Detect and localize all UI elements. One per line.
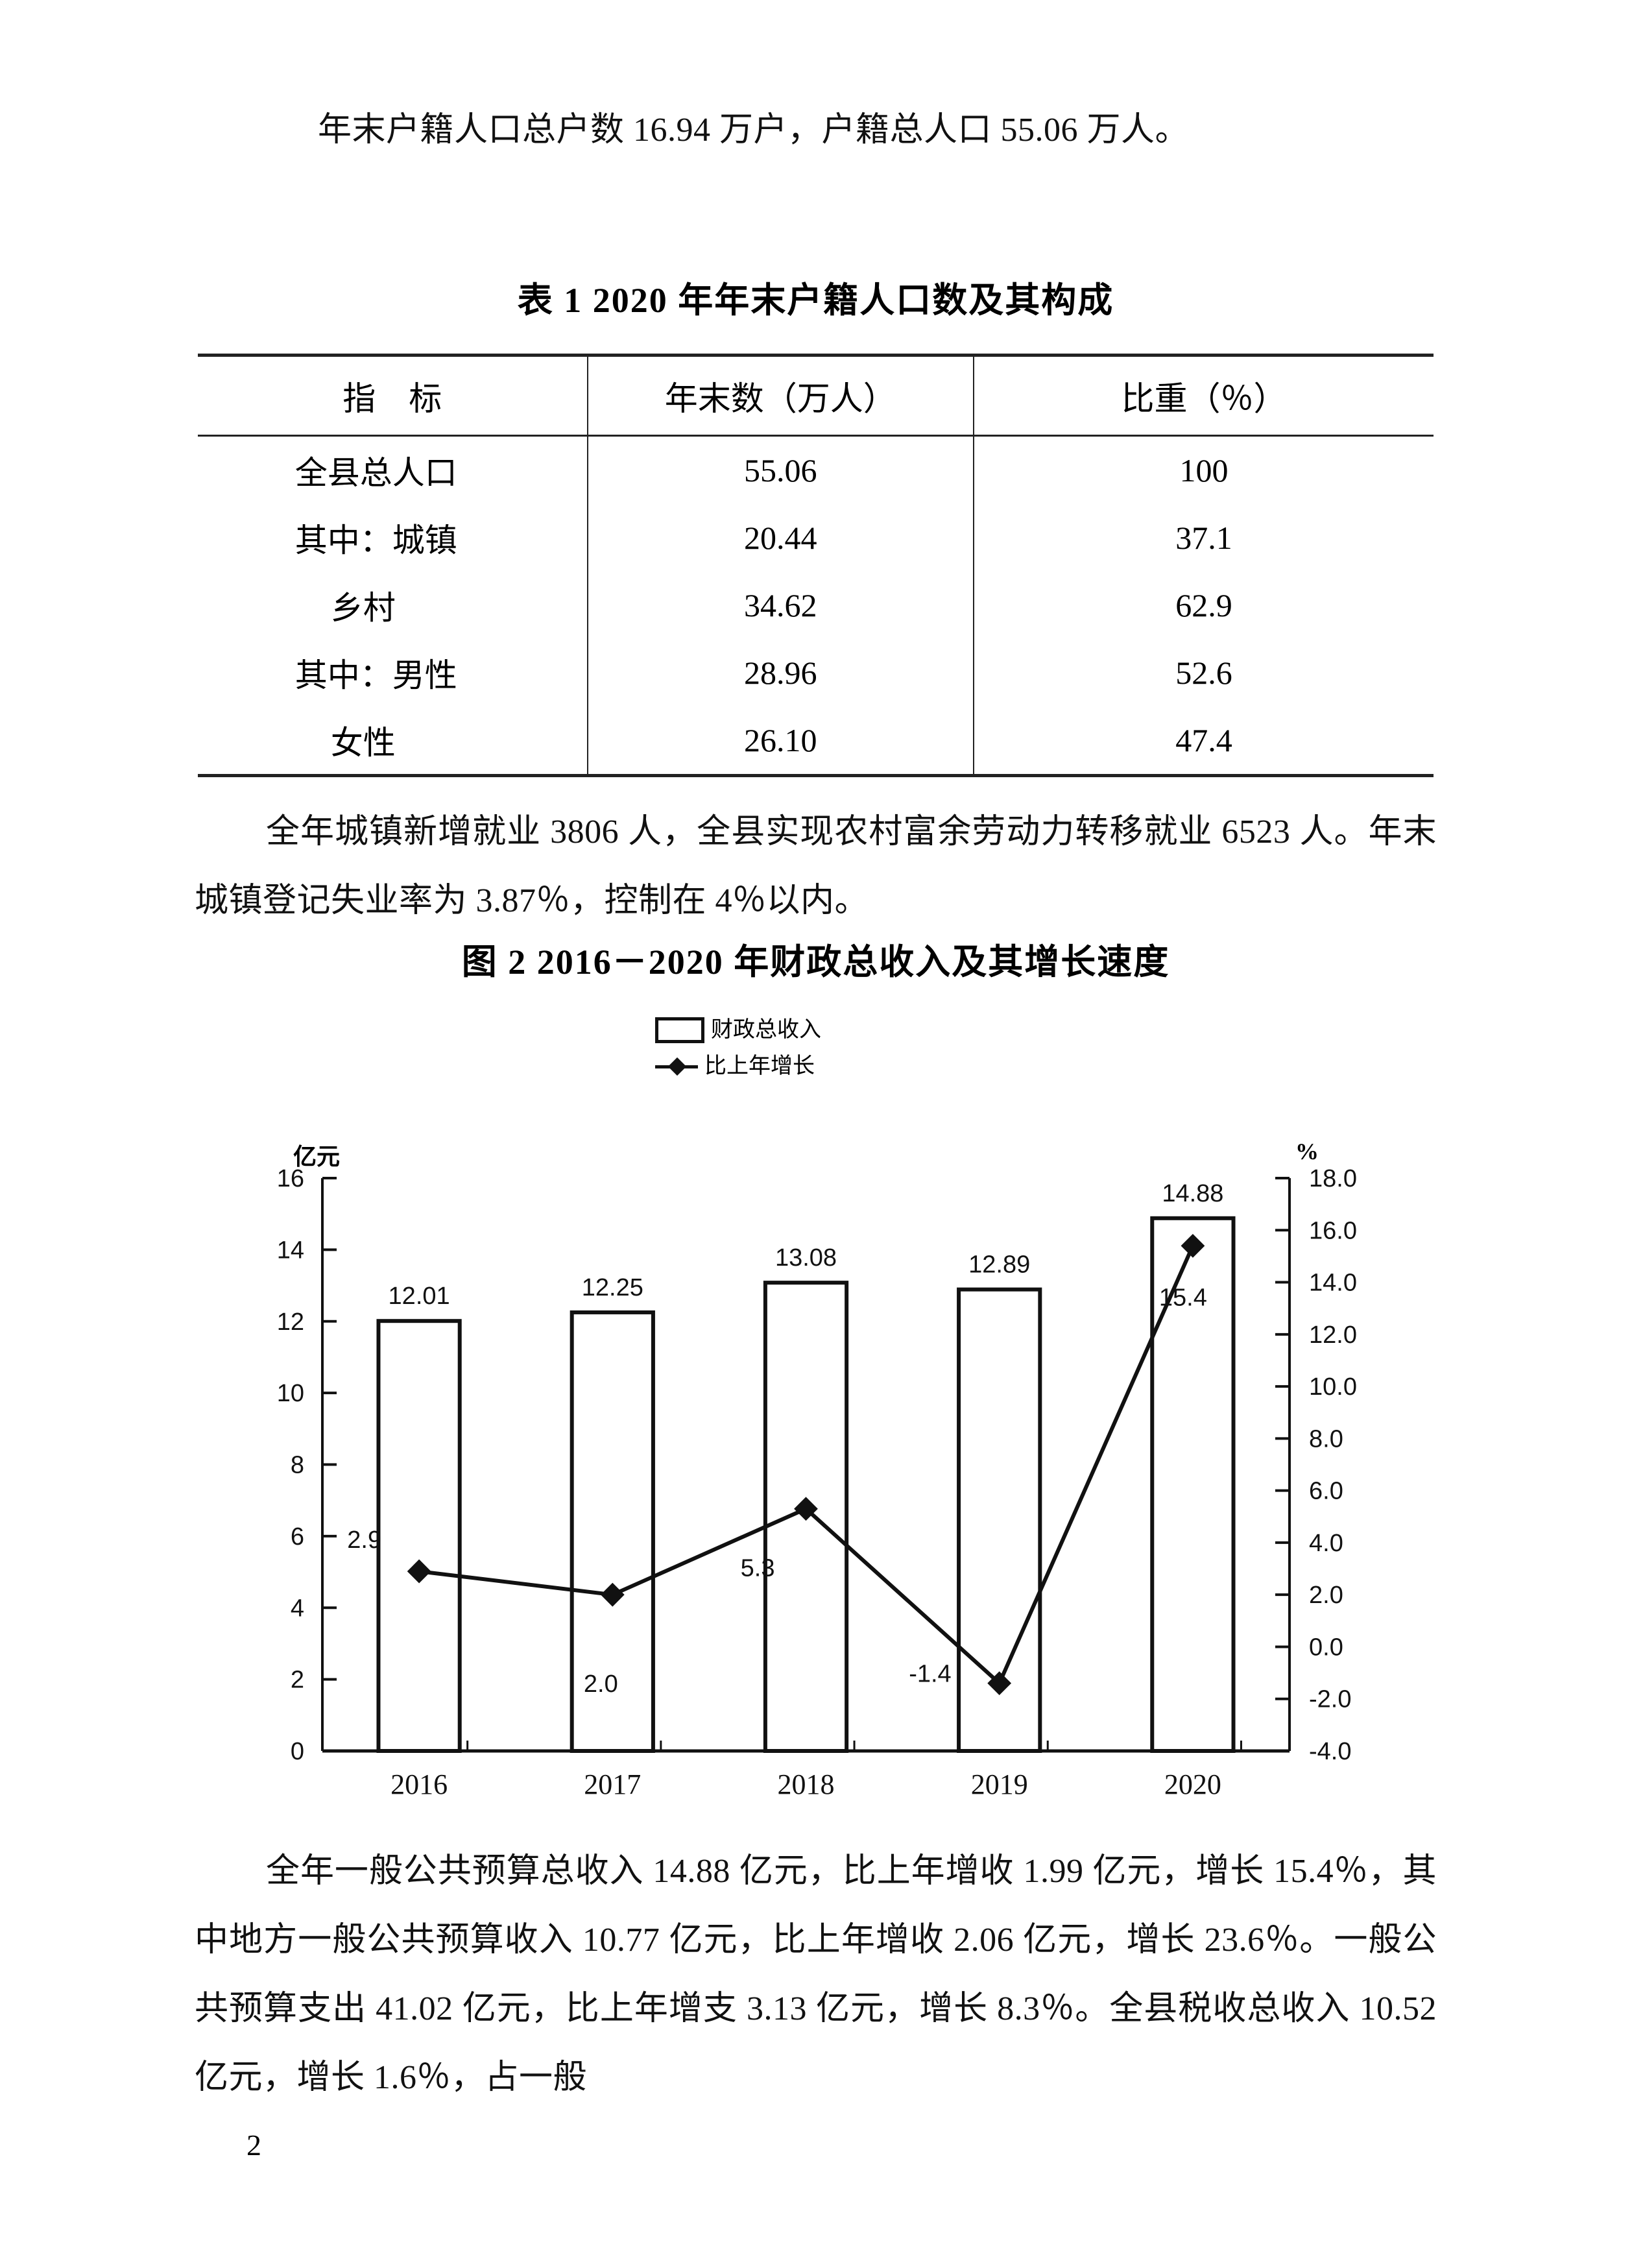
x-axis-category-labels: 2016 2017 2018 2019 2020 — [390, 1768, 1221, 1800]
figure2-caption: 图 2 2016－2020 年财政总收入及其增长速度 — [461, 943, 1170, 982]
x-axis-category-label: 2018 — [778, 1768, 835, 1800]
x-axis-minor-ticks — [466, 1741, 1242, 1751]
bar-series — [376, 1216, 1236, 1753]
bar — [570, 1310, 655, 1753]
column-header-share: 比重（％） — [972, 355, 1434, 436]
right-axis-tick-label: 14.0 — [1309, 1270, 1357, 1297]
row-label: 其中：城镇 — [198, 504, 588, 572]
chart-plot: 0 2 4 6 8 10 12 14 16 -4.0 -2.0 0.0 2.0 4.0 6.0 8.0 10.… — [277, 1165, 1357, 1800]
row-value: 34.62 — [586, 572, 974, 639]
table1: 指 标 年末数（万人） 比重（％） 全县总人口 55.06 100 其中：城镇 … — [198, 354, 1434, 777]
right-axis-tick-label: 4.0 — [1309, 1530, 1343, 1557]
table1-caption: 表 1 2020 年年末户籍人口数及其构成 — [517, 281, 1114, 320]
table1-grid: 指 标 年末数（万人） 比重（％） 全县总人口 55.06 100 其中：城镇 … — [198, 354, 1434, 777]
row-label: 女性 — [198, 706, 588, 776]
right-axis-ticks: -4.0 -2.0 0.0 2.0 4.0 6.0 8.0 10.0 12.0 14.0 16.0 1… — [1275, 1165, 1357, 1765]
row-label-text: 乡村 — [330, 590, 396, 626]
column-header-indicator: 指 标 — [342, 381, 442, 418]
row-value: 26.10 — [586, 706, 974, 776]
right-axis-tick-label: 18.0 — [1309, 1165, 1357, 1192]
left-axis-tick-label: 2 — [291, 1667, 304, 1694]
figure2-chart: 财政总收入 比上年增长 亿元 % 0 2 4 6 8 10 12 14 16 — [0, 973, 1632, 1816]
row-label-text: 女性 — [330, 725, 396, 761]
right-axis-tick-label: 12.0 — [1309, 1321, 1357, 1349]
line-marker-diamond — [407, 1559, 431, 1584]
left-axis-tick-label: 8 — [291, 1452, 304, 1479]
bar-value-labels: 12.01 12.25 13.08 12.89 14.88 — [389, 1180, 1224, 1310]
paragraph-fiscal-revenue: 全年一般公共预算总收入 14.88 亿元，比上年增收 1.99 亿元，增长 15… — [195, 1853, 1437, 2096]
right-axis-unit-label: % — [1295, 1139, 1319, 1164]
legend-label-line: 比上年增长 — [704, 1054, 815, 1078]
right-axis-tick-label: 10.0 — [1309, 1373, 1357, 1401]
line-series — [407, 1233, 1205, 1696]
table-header-row: 指 标 年末数（万人） 比重（％） — [198, 355, 1434, 436]
row-value: 55.06 — [586, 435, 974, 504]
row-label-text: 其中：男性 — [294, 657, 457, 694]
right-axis-tick-label: -2.0 — [1309, 1686, 1351, 1713]
x-axis-category-label: 2019 — [971, 1768, 1028, 1800]
right-axis-tick-label: 16.0 — [1309, 1217, 1357, 1244]
row-label-text: 其中：城镇 — [294, 522, 457, 559]
right-axis-tick-label: 2.0 — [1309, 1582, 1343, 1609]
x-axis-category-label: 2016 — [390, 1768, 448, 1800]
left-axis-tick-label: 0 — [291, 1738, 304, 1765]
line-value-label: -1.4 — [909, 1661, 951, 1688]
left-axis-ticks: 0 2 4 6 8 10 12 14 16 — [277, 1165, 337, 1765]
line-value-label: 2.0 — [584, 1671, 618, 1698]
row-label-text: 全县总人口 — [294, 455, 457, 491]
row-value: 20.44 — [586, 504, 974, 572]
column-header-yearend-value: 年末数（万人） — [586, 355, 974, 436]
paragraph-population-households: 年末户籍人口总户数 16.94 万户，户籍总人口 55.06 万人。 — [318, 112, 1190, 149]
row-share: 62.9 — [972, 572, 1434, 639]
row-share: 47.4 — [972, 706, 1434, 776]
legend-label-bar: 财政总收入 — [711, 1018, 821, 1042]
table-row: 女性 26.10 47.4 — [198, 706, 1434, 776]
table-row: 其中：男性 28.96 52.6 — [198, 639, 1434, 706]
bar-value-label: 12.01 — [389, 1283, 450, 1310]
bar — [376, 1319, 462, 1753]
row-label: 全县总人口 — [198, 436, 588, 505]
legend-item-line: 比上年增长 — [655, 1048, 821, 1085]
paragraph-employment: 全年城镇新增就业 3806 人，全县实现农村富余劳动力转移就业 6523 人。年… — [195, 814, 1437, 919]
x-axis-category-label: 2020 — [1164, 1768, 1221, 1800]
x-axis-category-label: 2017 — [584, 1768, 641, 1800]
line-diamond-icon — [655, 1057, 698, 1076]
left-axis-tick-label: 4 — [291, 1595, 304, 1622]
table1-head: 指 标 年末数（万人） 比重（％） — [198, 355, 1434, 436]
bar-value-label: 12.25 — [582, 1274, 643, 1301]
bar-swatch-icon — [655, 1017, 704, 1043]
line-value-label: 5.3 — [741, 1555, 775, 1582]
left-axis-tick-label: 14 — [277, 1237, 304, 1264]
left-axis-tick-label: 10 — [277, 1380, 304, 1407]
right-axis-tick-label: 6.0 — [1309, 1478, 1343, 1505]
table1-body: 全县总人口 55.06 100 其中：城镇 20.44 37.1 乡村 34.6… — [198, 435, 1434, 776]
page-number: 2 — [246, 2129, 261, 2162]
row-label: 乡村 — [198, 572, 588, 639]
line-value-label: 2.9 — [347, 1526, 381, 1554]
bar-value-label: 13.08 — [775, 1244, 837, 1272]
row-label: 其中：男性 — [198, 639, 588, 706]
line-value-labels: 2.9 2.0 5.3 -1.4 15.4 — [347, 1284, 1207, 1698]
row-value: 28.96 — [586, 639, 974, 706]
left-axis-tick-label: 12 — [277, 1309, 304, 1336]
row-share: 52.6 — [972, 639, 1434, 706]
left-axis-tick-label: 6 — [291, 1523, 304, 1550]
right-axis-tick-label: 8.0 — [1309, 1425, 1343, 1453]
left-axis-tick-label: 16 — [277, 1165, 304, 1192]
chart-legend: 财政总收入 比上年增长 — [655, 1012, 821, 1085]
line-value-label: 15.4 — [1159, 1284, 1207, 1311]
table-row: 全县总人口 55.06 100 — [198, 435, 1434, 505]
bar-value-label: 12.89 — [968, 1251, 1030, 1279]
left-axis-unit-label: 亿元 — [293, 1144, 341, 1170]
right-axis-tick-label: 0.0 — [1309, 1634, 1343, 1661]
table-row: 乡村 34.62 62.9 — [198, 572, 1434, 639]
row-share: 37.1 — [972, 504, 1434, 572]
bar-value-label: 14.88 — [1162, 1180, 1223, 1207]
legend-item-bar: 财政总收入 — [655, 1012, 821, 1048]
table-row: 其中：城镇 20.44 37.1 — [198, 504, 1434, 572]
row-share: 100 — [972, 435, 1434, 504]
right-axis-tick-label: -4.0 — [1309, 1738, 1351, 1765]
